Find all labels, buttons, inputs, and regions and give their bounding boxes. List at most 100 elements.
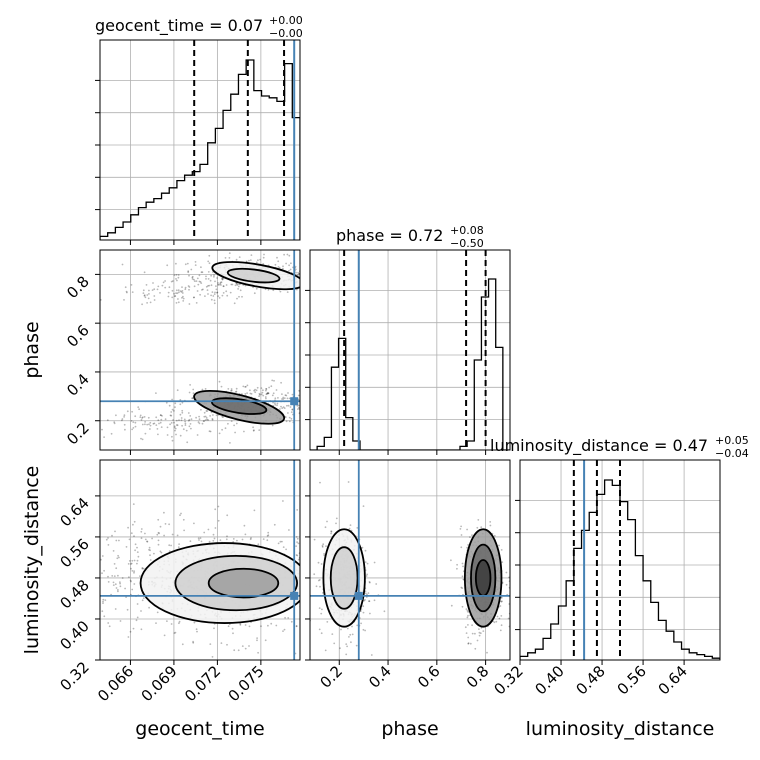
panel-phase_vs_luminosity_distance-sample	[469, 642, 472, 645]
panel-geocent_time_vs_luminosity_distance-sample	[144, 532, 146, 535]
panel-geocent_time_vs_phase-sample	[329, 395, 331, 397]
panel-geocent_time_vs_phase-sample	[173, 425, 176, 428]
panel-geocent_time_vs_phase-sample	[181, 296, 183, 299]
panel-geocent_time_vs_luminosity_distance-sample	[296, 537, 299, 540]
panel-geocent_time_vs_luminosity_distance-sample	[116, 557, 119, 560]
panel-geocent_time_vs_phase-sample	[253, 429, 255, 431]
panel-phase_vs_luminosity_distance-sample	[511, 589, 513, 591]
panel-phase_vs_luminosity_distance-sample	[351, 633, 354, 636]
panel-geocent_time_vs_phase-sample	[173, 410, 175, 412]
panel-geocent_time_vs_phase-samples	[81, 252, 331, 444]
panel-geocent_time_vs_luminosity_distance-sample	[178, 622, 180, 625]
panel-geocent_time_vs_luminosity_distance-sample	[136, 546, 138, 549]
panel-geocent_time_vs_phase-sample	[181, 290, 184, 292]
panel-phase_vs_luminosity_distance-sample	[462, 565, 464, 568]
panel-geocent_time_vs_luminosity_distance-sample	[156, 533, 159, 536]
panel-geocent_time_vs_phase-sample	[291, 393, 294, 396]
panel-geocent_time_vs_phase-sample	[170, 411, 173, 413]
panel-geocent_time_vs_phase-sample	[168, 404, 171, 407]
panel-geocent_time_vs_luminosity_distance-sample	[287, 617, 290, 619]
panel-phase_vs_luminosity_distance-sample	[489, 662, 491, 664]
panel-geocent_time_vs_phase-sample	[288, 397, 291, 400]
panel-geocent_time_vs_phase-sample	[155, 424, 158, 426]
panel-geocent_time_vs_phase-sample	[228, 252, 231, 255]
panel-geocent_time_vs_phase-sample	[125, 290, 128, 293]
panel-geocent_time_vs_phase-sample	[174, 295, 177, 297]
panel-geocent_time_vs_phase-sample	[181, 286, 183, 288]
panel-geocent_time_vs_phase-sample	[115, 414, 117, 417]
panel-phase_vs_luminosity_distance-sample	[505, 583, 508, 586]
panel-phase_vs_luminosity_distance-sample	[321, 544, 324, 547]
panel-geocent_time_vs_luminosity_distance-sample	[273, 523, 276, 526]
panel-geocent_time_vs_phase-sample	[302, 406, 304, 408]
panel-phase_vs_luminosity_distance-sample	[478, 634, 481, 637]
panel-geocent_time_vs_phase-sample	[194, 261, 197, 263]
panel-geocent_time_vs_luminosity_distance-sample	[117, 574, 119, 577]
panel-geocent_time_vs_phase-sample	[238, 283, 241, 286]
panel-geocent_time_vs_phase-sample	[166, 426, 169, 429]
panel-geocent_time_vs_phase-sample	[196, 290, 199, 292]
hist-luminosity_distance: 0.32 0.40 0.48 0.56 0.64	[490, 459, 721, 698]
panel-geocent_time_vs_phase-sample	[303, 276, 305, 278]
panel-geocent_time_vs_phase-sample	[241, 295, 243, 298]
hist-geocent_time-plot-area	[100, 40, 300, 240]
panel-geocent_time_vs_luminosity_distance-sample	[157, 531, 160, 534]
panel-phase_vs_luminosity_distance-sample	[323, 553, 325, 555]
panel-geocent_time_vs_phase-sample	[182, 297, 185, 300]
panel-geocent_time_vs_phase-sample	[205, 275, 207, 278]
panel-phase_vs_luminosity_distance-sample	[493, 621, 496, 624]
panel-geocent_time_vs_phase-sample	[207, 260, 210, 263]
panel-geocent_time_vs_phase-sample	[274, 263, 277, 266]
panel-geocent_time_vs_luminosity_distance-sample	[321, 555, 323, 557]
title-luminosity_distance: luminosity_distance = 0.47 +0.05 −0.04	[490, 434, 749, 460]
panel-geocent_time_vs_luminosity_distance-sample	[200, 540, 203, 543]
panel-geocent_time_vs_luminosity_distance-sample	[267, 624, 269, 627]
panel-geocent_time_vs_luminosity_distance-sample	[284, 616, 286, 619]
panel-phase_vs_luminosity_distance-sample	[460, 586, 463, 589]
panel-geocent_time_vs_luminosity_distance-sample	[226, 643, 228, 646]
panel-geocent_time_vs_luminosity_distance-sample	[95, 548, 97, 550]
panel-geocent_time_vs_phase-sample	[173, 426, 176, 429]
panel-geocent_time_vs_phase-sample	[147, 297, 150, 300]
panel-geocent_time_vs_phase-sample	[302, 281, 304, 283]
panel-geocent_time_vs_luminosity_distance-xticklabel-0: 0.066	[94, 662, 137, 705]
panel-geocent_time_vs_luminosity_distance-sample	[158, 532, 161, 535]
panel-geocent_time_vs_phase-sample	[283, 397, 286, 399]
panel-geocent_time_vs_phase-sample	[181, 424, 184, 427]
panel-geocent_time_vs_phase-sample	[184, 424, 187, 426]
panel-geocent_time_vs_luminosity_distance-sample	[220, 642, 223, 644]
panel-geocent_time_vs_phase-sample	[200, 408, 202, 411]
panel-geocent_time_vs_phase-sample	[132, 427, 135, 429]
panel-phase_vs_luminosity_distance-sample	[349, 633, 352, 636]
panel-geocent_time_vs_luminosity_distance-sample	[233, 649, 236, 652]
panel-geocent_time_vs_phase-sample	[221, 428, 224, 431]
panel-geocent_time_vs_phase-sample	[297, 274, 299, 277]
panel-geocent_time_vs_luminosity_distance-sample	[134, 543, 137, 546]
panel-geocent_time_vs_phase-sample	[201, 388, 204, 391]
panel-geocent_time_vs_phase-sample	[156, 428, 159, 430]
panel-geocent_time_vs_phase-sample	[314, 272, 316, 274]
panel-phase_vs_luminosity_distance-sample	[507, 617, 510, 620]
panel-geocent_time_vs_luminosity_distance-sample	[88, 594, 90, 596]
panel-geocent_time_vs_phase-sample	[230, 389, 233, 392]
panel-geocent_time_vs_phase-sample	[123, 423, 126, 426]
panel-phase_vs_luminosity_distance-sample	[330, 532, 332, 535]
panel-geocent_time_vs_phase-sample	[171, 296, 174, 299]
panel-geocent_time_vs_luminosity_distance-sample	[115, 539, 118, 542]
panel-geocent_time_vs_phase-sample	[178, 419, 180, 422]
panel-geocent_time_vs_phase-sample	[143, 295, 146, 297]
panel-geocent_time_vs_phase-sample	[81, 412, 83, 414]
panel-geocent_time_vs_luminosity_distance-sample	[248, 645, 250, 647]
panel-geocent_time_vs_phase-sample	[250, 393, 253, 395]
panel-phase_vs_luminosity_distance-frame	[309, 459, 511, 661]
panel-geocent_time_vs_phase-sample	[287, 392, 289, 394]
panel-geocent_time_vs_luminosity_distance-sample	[241, 645, 244, 647]
panel-geocent_time_vs_phase-sample	[198, 415, 201, 418]
panel-geocent_time_vs_phase-sample	[162, 281, 165, 284]
panel-geocent_time_vs_luminosity_distance-sample	[208, 540, 211, 543]
panel-geocent_time_vs_luminosity_distance-sample	[170, 544, 173, 547]
panel-geocent_time_vs_luminosity_distance-sample	[130, 562, 133, 565]
panel-geocent_time_vs_phase-sample	[183, 418, 186, 421]
panel-geocent_time_vs_luminosity_distance-sample	[300, 596, 302, 598]
panel-geocent_time_vs_phase-sample	[132, 421, 135, 423]
